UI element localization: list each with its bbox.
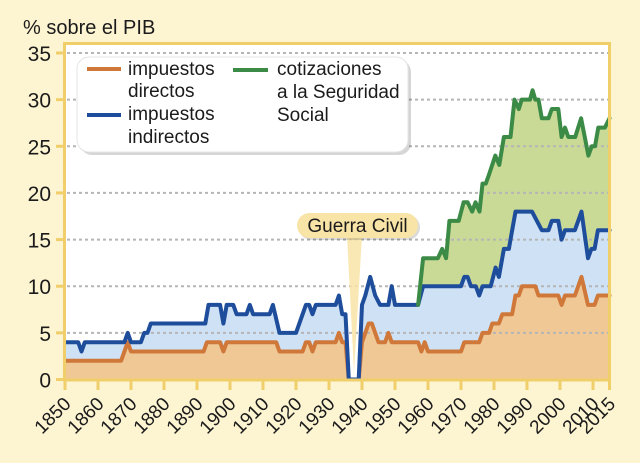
legend-item-social-security: cotizaciones a la Seguridad Social bbox=[233, 59, 400, 126]
legend-label: impuestos bbox=[128, 104, 215, 125]
y-tick-label: 25 bbox=[28, 136, 51, 159]
line-impuestos-directos bbox=[63, 274, 612, 382]
legend-item-indirect-taxes: impuestos indirectos bbox=[87, 104, 215, 148]
y-tick-label: 20 bbox=[28, 183, 51, 206]
callout-pointer bbox=[347, 236, 362, 372]
y-tick-label: 30 bbox=[28, 90, 51, 113]
legend-label: indirectos bbox=[128, 127, 209, 148]
y-axis-title: % sobre el PIB bbox=[23, 17, 155, 39]
area-fills bbox=[65, 90, 610, 380]
legend-item-direct-taxes: impuestos directos bbox=[87, 59, 215, 102]
legend-label: Social bbox=[277, 105, 329, 126]
line-cotizaciones-a-la-seguridad-social bbox=[416, 88, 612, 307]
y-tick-label: 5 bbox=[39, 323, 51, 346]
legend-label: cotizaciones bbox=[277, 59, 382, 80]
callout-label: Guerra Civil bbox=[307, 216, 407, 237]
annotation-civil-war: Guerra Civil bbox=[297, 213, 420, 372]
legend-box bbox=[76, 56, 409, 153]
area-impuestos-indirectos bbox=[65, 211, 610, 380]
legend-label: a la Seguridad bbox=[277, 82, 400, 103]
y-axis: 0 5 10 15 20 25 30 35 bbox=[28, 43, 64, 393]
y-tick-label: 15 bbox=[28, 230, 51, 253]
plot-frame bbox=[63, 42, 611, 382]
y-tick-label: 10 bbox=[28, 276, 51, 299]
legend: impuestos directos impuestos indirectos … bbox=[76, 56, 411, 155]
callout-bubble bbox=[297, 213, 418, 238]
y-tick-label: 0 bbox=[39, 370, 51, 393]
legend-label: directos bbox=[128, 81, 195, 102]
legend-label: impuestos bbox=[128, 59, 215, 80]
area-impuestos-directos bbox=[65, 276, 610, 380]
line-impuestos-indirectos bbox=[63, 209, 612, 382]
y-tick-label: 35 bbox=[28, 43, 51, 66]
series-lines bbox=[63, 88, 612, 382]
